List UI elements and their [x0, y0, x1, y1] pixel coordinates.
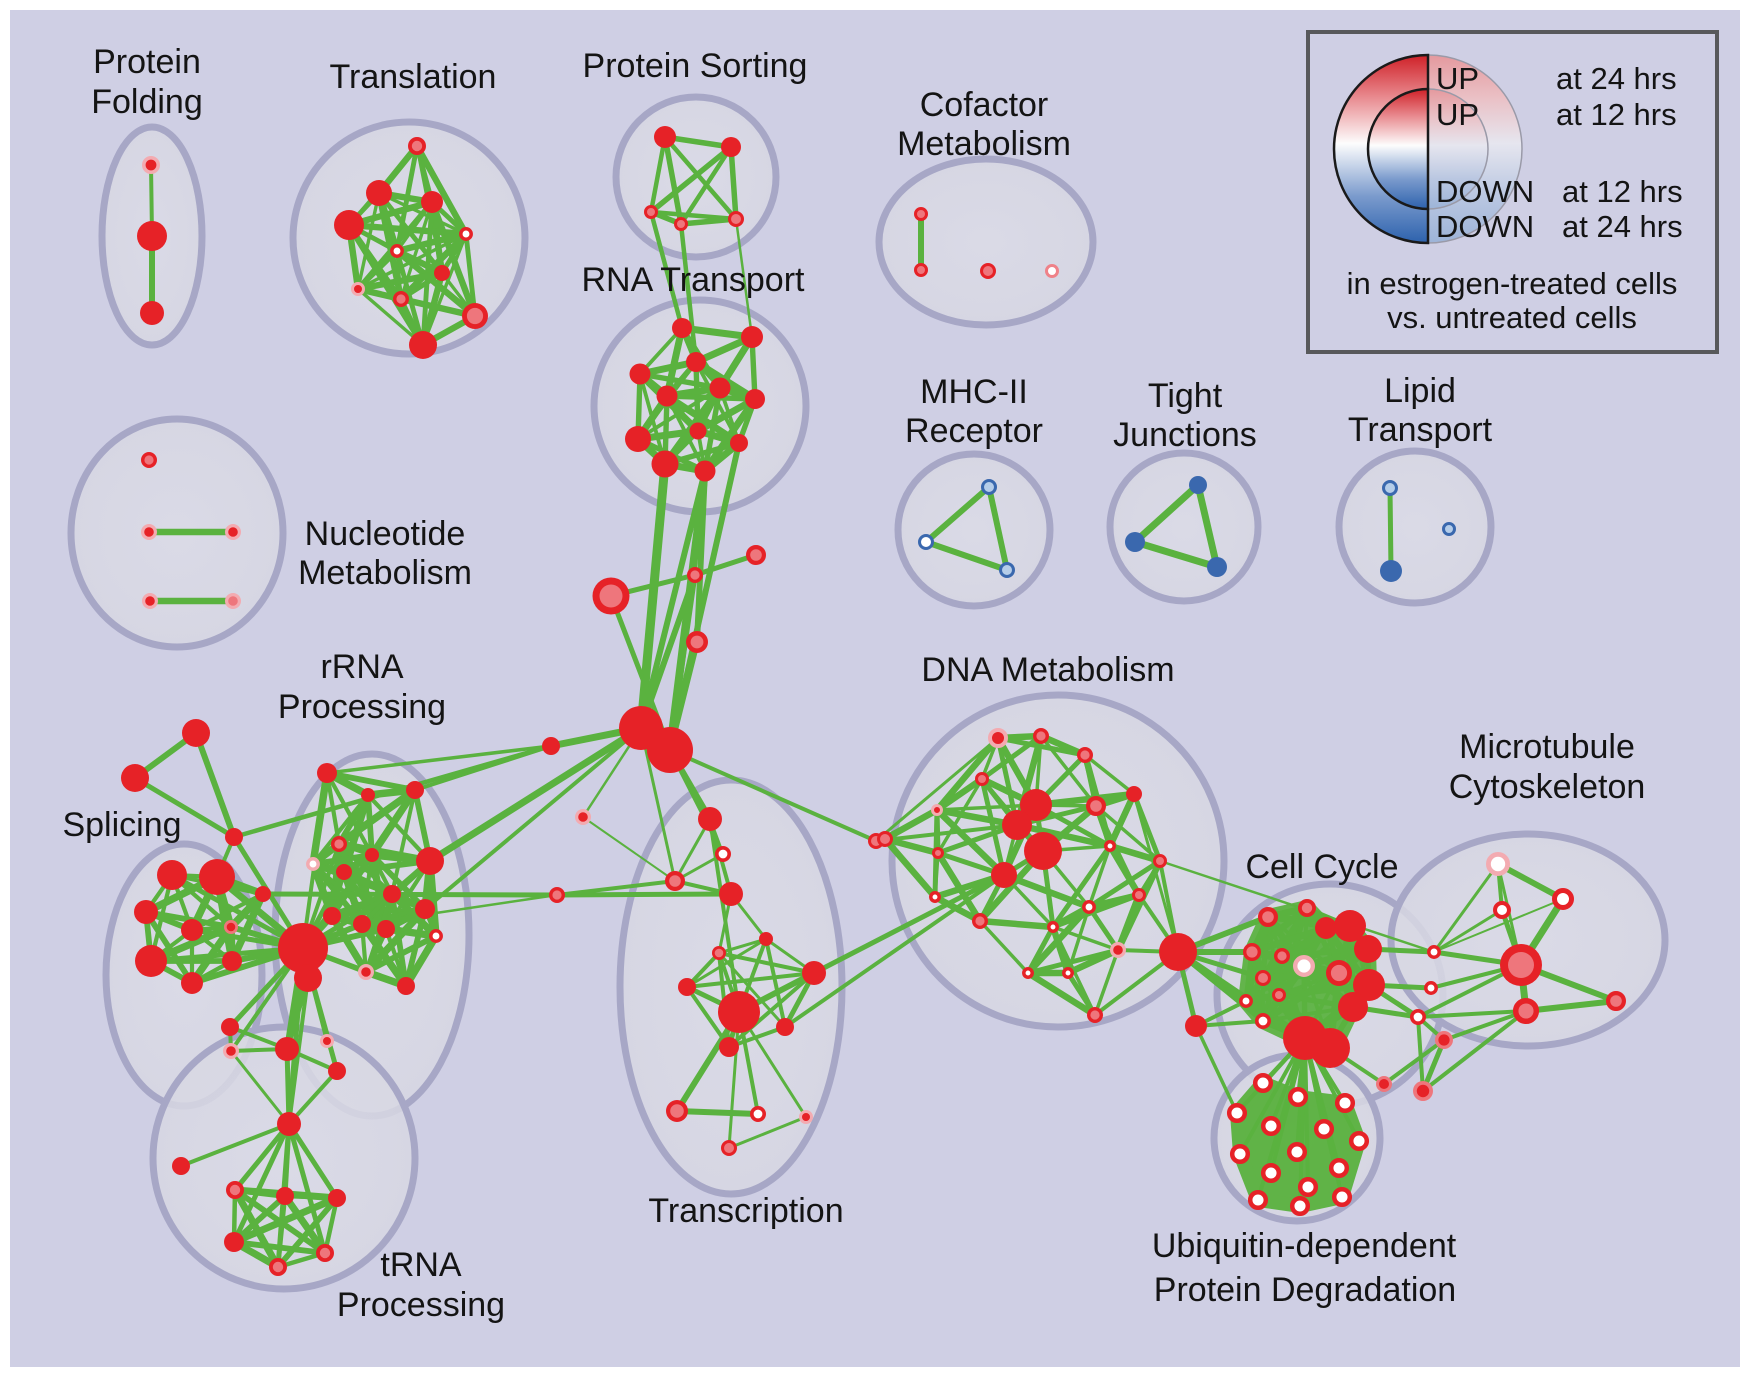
svg-text:UP: UP [1436, 97, 1479, 132]
svg-text:Junctions: Junctions [1113, 416, 1257, 454]
svg-text:Translation: Translation [330, 58, 497, 96]
svg-text:at 12 hrs: at 12 hrs [1556, 97, 1677, 132]
svg-text:DNA Metabolism: DNA Metabolism [921, 651, 1174, 689]
svg-text:Cell Cycle: Cell Cycle [1245, 848, 1398, 886]
svg-text:vs. untreated cells: vs. untreated cells [1387, 300, 1637, 335]
svg-text:DOWN: DOWN [1436, 209, 1534, 244]
svg-text:UP: UP [1436, 61, 1479, 96]
svg-text:Processing: Processing [278, 688, 446, 726]
svg-text:Nucleotide: Nucleotide [305, 515, 466, 553]
svg-text:Cytoskeleton: Cytoskeleton [1449, 768, 1646, 806]
svg-text:Cofactor: Cofactor [920, 86, 1049, 124]
svg-text:Ubiquitin-dependent: Ubiquitin-dependent [1152, 1227, 1457, 1265]
svg-text:at 12 hrs: at 12 hrs [1562, 174, 1683, 209]
svg-text:MHC-II: MHC-II [920, 373, 1028, 411]
svg-text:Protein Degradation: Protein Degradation [1154, 1271, 1456, 1309]
svg-text:RNA Transport: RNA Transport [582, 261, 806, 299]
svg-text:in estrogen-treated cells: in estrogen-treated cells [1347, 266, 1678, 301]
svg-text:Receptor: Receptor [905, 412, 1043, 450]
svg-text:Protein: Protein [93, 43, 201, 81]
svg-text:Metabolism: Metabolism [298, 554, 472, 592]
svg-text:Processing: Processing [337, 1286, 505, 1324]
svg-text:Transcription: Transcription [648, 1192, 843, 1230]
svg-text:Metabolism: Metabolism [897, 125, 1071, 163]
svg-text:tRNA: tRNA [380, 1246, 462, 1284]
svg-text:Lipid: Lipid [1384, 372, 1456, 410]
svg-text:Tight: Tight [1148, 377, 1223, 415]
svg-text:Protein Sorting: Protein Sorting [583, 47, 808, 85]
svg-text:Transport: Transport [1348, 411, 1493, 449]
svg-text:Splicing: Splicing [62, 806, 181, 844]
svg-text:at 24 hrs: at 24 hrs [1556, 61, 1677, 96]
svg-text:Microtubule: Microtubule [1459, 728, 1635, 766]
svg-text:rRNA: rRNA [320, 648, 403, 686]
svg-text:at 24 hrs: at 24 hrs [1562, 209, 1683, 244]
svg-text:Folding: Folding [91, 83, 203, 121]
svg-text:DOWN: DOWN [1436, 174, 1534, 209]
